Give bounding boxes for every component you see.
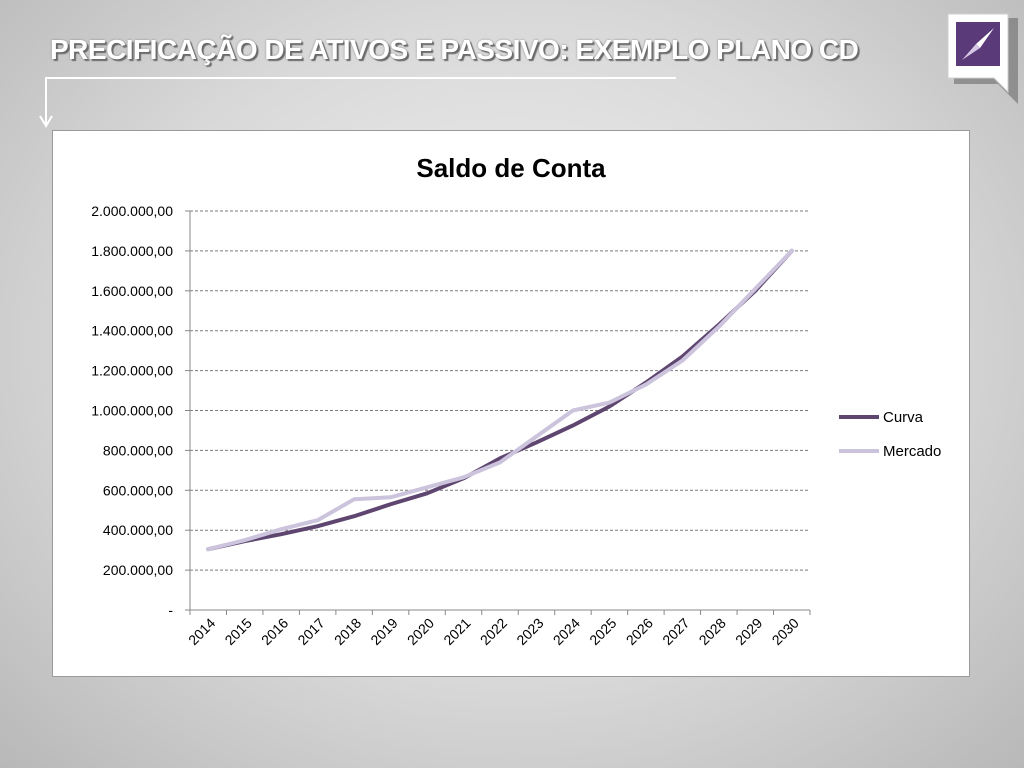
y-tick-label: 1.600.000,00 bbox=[91, 283, 173, 299]
x-tick-label: 2030 bbox=[769, 615, 802, 648]
series-line-curva bbox=[206, 248, 794, 552]
x-tick-label: 2028 bbox=[696, 615, 729, 648]
x-tick-label: 2018 bbox=[331, 615, 364, 648]
x-tick-label: 2015 bbox=[221, 615, 254, 648]
x-tick-label: 2016 bbox=[258, 615, 291, 648]
y-tick-label: 600.000,00 bbox=[103, 482, 173, 498]
line-chart: Saldo de Conta - 200.000,00 400.000,00 600.0… bbox=[91, 153, 941, 648]
slide-title: PRECIFICAÇÃO DE ATIVOS E PASSIVO: EXEMPL… bbox=[50, 34, 859, 65]
y-tick-label: 200.000,00 bbox=[103, 562, 173, 578]
y-tick-label: 2.000.000,00 bbox=[91, 203, 173, 219]
y-tick-label: 1.000.000,00 bbox=[91, 403, 173, 419]
y-tick-label: 1.400.000,00 bbox=[91, 323, 173, 339]
logo bbox=[946, 12, 1018, 104]
x-tick-label: 2029 bbox=[732, 615, 765, 648]
x-tick-label: 2024 bbox=[550, 615, 583, 648]
x-tick-label: 2026 bbox=[623, 615, 656, 648]
y-tick-label: 800.000,00 bbox=[103, 442, 173, 458]
legend-label-curva: Curva bbox=[883, 409, 924, 426]
chart-title: Saldo de Conta bbox=[416, 153, 606, 183]
x-tick-label: 2014 bbox=[185, 615, 218, 648]
y-tick-label: 1.800.000,00 bbox=[91, 243, 173, 259]
x-tick-label: 2021 bbox=[440, 615, 473, 648]
y-tick-label: 400.000,00 bbox=[103, 522, 173, 538]
legend-label-mercado: Mercado bbox=[883, 443, 941, 460]
title-underline-arrow bbox=[39, 77, 676, 128]
compass-arrow-icon bbox=[956, 22, 1000, 66]
x-tick-label: 2019 bbox=[367, 615, 400, 648]
x-tick-label: 2023 bbox=[513, 615, 546, 648]
y-tick-label: - bbox=[168, 602, 173, 618]
y-tick-label: 1.200.000,00 bbox=[91, 363, 173, 379]
x-tick-label: 2017 bbox=[294, 615, 327, 648]
series-line-mercado bbox=[206, 248, 794, 552]
x-tick-label: 2022 bbox=[477, 615, 510, 648]
x-tick-label: 2027 bbox=[659, 615, 692, 648]
x-tick-label: 2025 bbox=[586, 615, 619, 648]
chart-panel: Saldo de Conta - 200.000,00 400.000,00 600.0… bbox=[52, 130, 970, 677]
x-tick-label: 2020 bbox=[404, 615, 437, 648]
